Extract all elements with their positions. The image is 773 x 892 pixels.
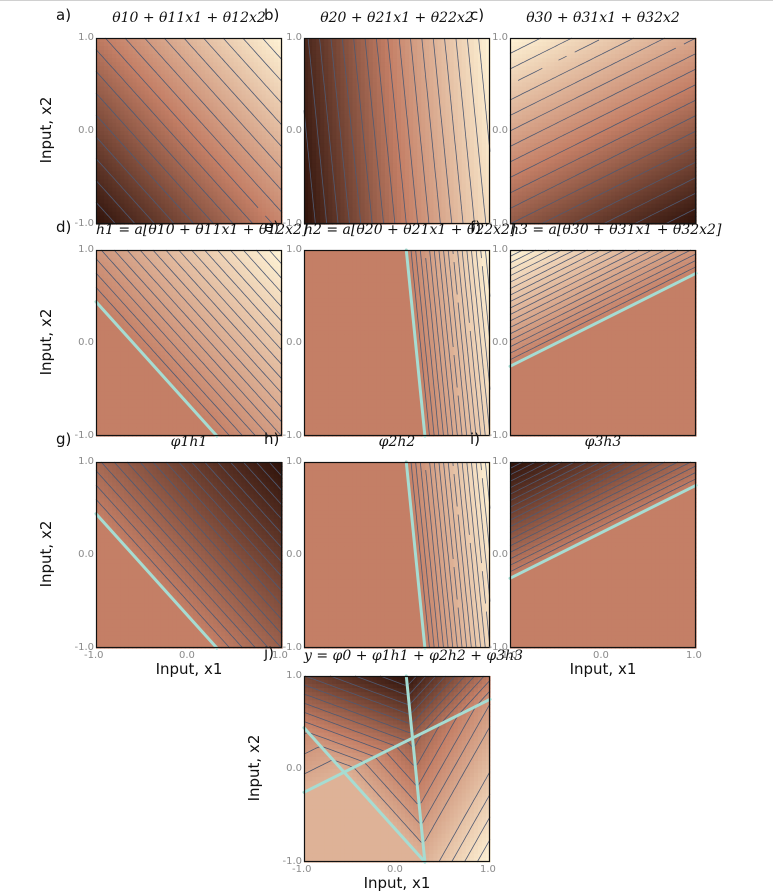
panel-label-j: j) [264, 644, 274, 662]
panel-label-a: a) [56, 6, 71, 24]
y-tick-label: 1.0 [286, 456, 302, 467]
y-tick-label: 0.0 [286, 125, 302, 136]
heatmap-h [304, 462, 491, 649]
y-tick-label: 0.0 [78, 549, 94, 560]
y-tick-label: -1.0 [74, 430, 94, 441]
y-tick-label: 1.0 [78, 32, 94, 43]
heatmap-e [304, 250, 491, 437]
plot-f [510, 250, 696, 436]
panel-label-e: e) [264, 218, 279, 236]
top-divider [0, 0, 773, 1]
panel-title-d: h1 = a[θ10 + θ11x1 + θ12x2] [96, 222, 282, 238]
x-axis-label: Input, x1 [304, 874, 490, 892]
y-axis-label: Input, x2 [37, 504, 55, 604]
panel-h [304, 462, 490, 648]
panel-title-c: θ30 + θ31x1 + θ32x2 [510, 10, 696, 26]
panel-title-e: h2 = a[θ20 + θ21x1 + θ22x2] [304, 222, 490, 238]
y-tick-label: 1.0 [286, 244, 302, 255]
y-tick-label: 1.0 [78, 244, 94, 255]
y-tick-label: 0.0 [78, 337, 94, 348]
panel-b [304, 38, 490, 224]
y-tick-label: 0.0 [492, 549, 508, 560]
panel-c [510, 38, 696, 224]
y-axis-label: Input, x2 [37, 292, 55, 392]
y-tick-label: 1.0 [492, 456, 508, 467]
panel-title-b: θ20 + θ21x1 + θ22x2 [304, 10, 490, 26]
y-tick-label: 1.0 [78, 456, 94, 467]
x-axis-label: Input, x1 [510, 660, 696, 678]
panel-label-b: b) [264, 6, 279, 24]
y-tick-label: 0.0 [286, 763, 302, 774]
panel-j [304, 676, 490, 862]
heatmap-d [96, 250, 283, 437]
y-tick-label: 0.0 [492, 125, 508, 136]
plot-c [510, 38, 696, 224]
y-tick-label: -1.0 [488, 430, 508, 441]
heatmap-f [510, 250, 697, 437]
panel-a [96, 38, 282, 224]
y-tick-label: 0.0 [78, 125, 94, 136]
y-tick-label: 1.0 [286, 670, 302, 681]
plot-b [304, 38, 490, 224]
panel-label-g: g) [56, 430, 71, 448]
y-tick-label: -1.0 [282, 642, 302, 653]
panel-title-j: y = φ0 + φ1h1 + φ2h2 + φ3h3 [304, 648, 490, 664]
y-tick-label: 1.0 [286, 32, 302, 43]
panel-title-i: φ3h3 [510, 434, 696, 450]
panel-f [510, 250, 696, 436]
y-axis-label: Input, x2 [245, 718, 263, 818]
y-tick-label: 0.0 [286, 337, 302, 348]
heatmap-i [510, 462, 697, 649]
panel-title-g: φ1h1 [96, 434, 282, 450]
y-tick-label: 0.0 [492, 337, 508, 348]
plot-e [304, 250, 490, 436]
panel-title-h: φ2h2 [304, 434, 490, 450]
panel-title-f: h3 = a[θ30 + θ31x1 + θ32x2] [510, 222, 696, 238]
panel-label-c: c) [470, 6, 484, 24]
plot-h [304, 462, 490, 648]
plot-i [510, 462, 696, 648]
heatmap-g [96, 462, 283, 649]
panel-label-d: d) [56, 218, 71, 236]
y-tick-label: 1.0 [492, 244, 508, 255]
panel-label-h: h) [264, 430, 279, 448]
panel-label-i: i) [470, 430, 480, 448]
y-tick-label: -1.0 [282, 430, 302, 441]
y-tick-label: 0.0 [286, 549, 302, 560]
plot-d [96, 250, 282, 436]
plot-j [304, 676, 490, 862]
panel-i [510, 462, 696, 648]
heatmap-c [510, 38, 697, 225]
panel-title-a: θ10 + θ11x1 + θ12x2 [96, 10, 282, 26]
x-axis-label: Input, x1 [96, 660, 282, 678]
y-axis-label: Input, x2 [37, 80, 55, 180]
panel-d [96, 250, 282, 436]
panel-e [304, 250, 490, 436]
y-tick-label: -1.0 [74, 218, 94, 229]
plot-g [96, 462, 282, 648]
y-tick-label: 1.0 [492, 32, 508, 43]
panel-g [96, 462, 282, 648]
plot-a [96, 38, 282, 224]
panel-label-f: f) [470, 218, 481, 236]
